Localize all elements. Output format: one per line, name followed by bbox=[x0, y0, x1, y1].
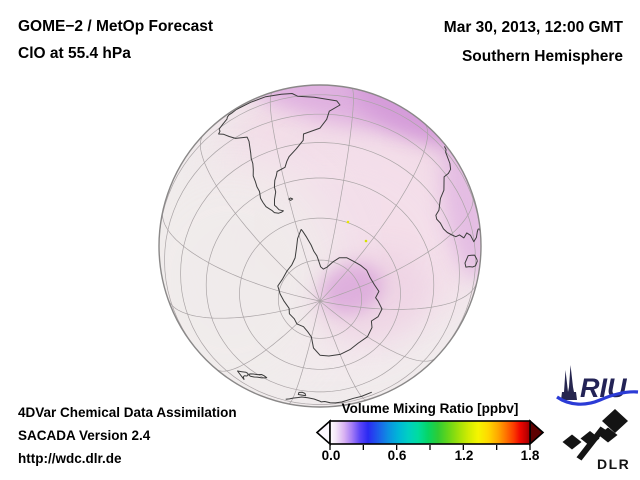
graticule bbox=[159, 87, 481, 405]
globe-rim bbox=[158, 84, 482, 408]
url-label: http://wdc.dlr.de bbox=[18, 451, 122, 466]
colorbar-tick-label: 1.2 bbox=[454, 448, 474, 463]
high-value-spot bbox=[364, 239, 368, 243]
dlr-tail-icon bbox=[576, 426, 606, 461]
colorbar-title: Volume Mixing Ratio [ppbv] bbox=[341, 401, 519, 416]
colorbar-tick-label: 0.6 bbox=[387, 448, 407, 463]
datetime-label: Mar 30, 2013, 12:00 GMT bbox=[443, 19, 623, 36]
version-label: SACADA Version 2.4 bbox=[18, 428, 151, 443]
colorbar-gradient-bar bbox=[329, 420, 531, 445]
colorbar-tick-label: 1.8 bbox=[520, 448, 540, 463]
colorbar-tick-label: 0.0 bbox=[321, 448, 341, 463]
coastlines bbox=[218, 93, 481, 404]
colorbar-left-arrow bbox=[315, 419, 331, 446]
dlr-logo: DLR bbox=[562, 409, 630, 472]
riu-logo: RIU bbox=[556, 365, 639, 406]
colorbar bbox=[315, 419, 545, 450]
dlr-diamond-icon bbox=[562, 434, 582, 450]
colorbar-right-arrow bbox=[529, 419, 545, 446]
header-left: GOME−2 / MetOp Forecast ClO at 55.4 hPa bbox=[18, 13, 213, 67]
footer-credits: 4DVar Chemical Data Assimilation SACADA … bbox=[18, 401, 237, 470]
riu-swoosh-icon bbox=[556, 390, 639, 406]
assimilation-label: 4DVar Chemical Data Assimilation bbox=[18, 405, 237, 420]
high-value-spot bbox=[346, 220, 350, 224]
globe-map bbox=[158, 84, 482, 408]
dlr-logo-text: DLR bbox=[597, 456, 630, 472]
product-title: GOME−2 / MetOp Forecast bbox=[18, 18, 214, 35]
cathedral-icon bbox=[561, 365, 577, 400]
species-level-label: ClO at 55.4 hPa bbox=[18, 45, 131, 62]
header-right: Mar 30, 2013, 12:00 GMT Southern Hemisph… bbox=[444, 13, 623, 71]
dlr-arrowhead-icon bbox=[602, 409, 628, 433]
hemisphere-label: Southern Hemisphere bbox=[461, 48, 623, 65]
